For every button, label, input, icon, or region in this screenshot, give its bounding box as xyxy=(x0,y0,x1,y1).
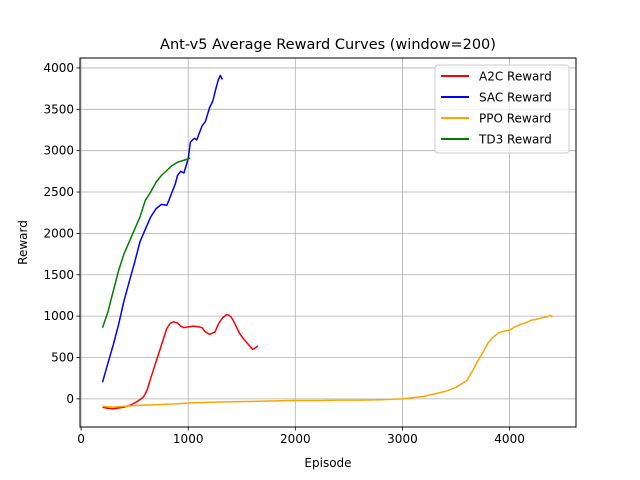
series-lines xyxy=(101,74,553,410)
x-tick-label: 4000 xyxy=(494,432,525,446)
sac-reward-line xyxy=(101,74,224,383)
x-axis-label: Episode xyxy=(304,456,351,470)
legend-box xyxy=(434,64,570,154)
legend-label-ppo-reward: PPO Reward xyxy=(479,112,551,126)
axis-ticks: 0 1000 2000 3000 4000 0 500 1000 1500 2000 2500 300… xyxy=(43,61,524,446)
y-tick-label: 500 xyxy=(51,351,74,365)
legend-label-sac-reward: SAC Reward xyxy=(479,91,552,105)
x-tick-label: 2000 xyxy=(280,432,311,446)
a2c-reward-line xyxy=(102,313,259,410)
y-tick-label: 1500 xyxy=(43,268,74,282)
legend: A2C Reward SAC Reward PPO Reward TD3 Reward xyxy=(434,64,570,154)
ppo-reward-line xyxy=(102,314,553,408)
x-tick-label: 3000 xyxy=(387,432,418,446)
legend-label-td3-reward: TD3 Reward xyxy=(478,133,552,147)
y-axis-label: Reward xyxy=(16,220,30,265)
y-tick-label: 4000 xyxy=(43,61,74,75)
x-tick-label: 0 xyxy=(77,432,85,446)
y-tick-label: 3000 xyxy=(43,144,74,158)
grid xyxy=(80,58,576,427)
plot-frame xyxy=(79,57,577,428)
y-tick-label: 2000 xyxy=(43,226,74,240)
chart-title: Ant-v5 Average Reward Curves (window=200… xyxy=(160,37,496,53)
y-tick-label: 2500 xyxy=(43,185,74,199)
legend-label-a2c-reward: A2C Reward xyxy=(479,70,552,84)
y-tick-label: 0 xyxy=(66,392,74,406)
y-tick-label: 1000 xyxy=(43,309,74,323)
x-tick-label: 1000 xyxy=(173,432,204,446)
td3-reward-line xyxy=(101,157,191,328)
y-tick-label: 3500 xyxy=(43,102,74,116)
